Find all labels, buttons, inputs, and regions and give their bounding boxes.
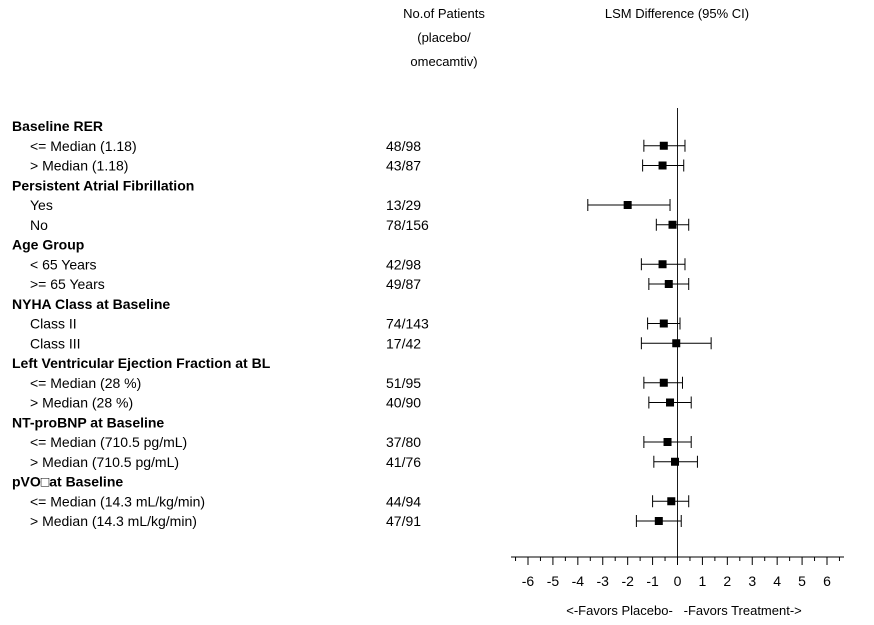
category-label: NYHA Class at Baseline (12, 296, 170, 312)
subgroup-label: > Median (710.5 pg/mL) (30, 454, 179, 470)
category-label: NT-proBNP at Baseline (12, 414, 164, 430)
subgroup-label: >= 65 Years (30, 276, 105, 292)
subgroup-row: Class III 17/42 (30, 335, 712, 351)
patient-count-label: 40/90 (386, 395, 421, 411)
x-tick-label: 4 (773, 573, 781, 589)
subgroup-row: <= Median (14.3 mL/kg/min) 44/94 (30, 493, 690, 509)
subgroup-row: >= 65 Years 49/87 (30, 276, 690, 292)
x-tick-label: 2 (723, 573, 731, 589)
x-axis-label: <-Favors Placebo- -Favors Treatment-> (566, 603, 802, 618)
point-estimate-marker (666, 398, 675, 407)
subgroup-label: No (30, 217, 48, 233)
effect-header: LSM Difference (95% CI) (605, 6, 749, 21)
category-label: Baseline RER (12, 118, 103, 134)
point-estimate-marker (663, 438, 672, 446)
x-tick-label: 1 (699, 573, 707, 589)
patient-count-label: 17/42 (386, 335, 421, 351)
patient-count-label: 13/29 (386, 197, 421, 213)
point-estimate-marker (658, 260, 667, 269)
subgroup-label: > Median (1.18) (30, 158, 128, 174)
subgroup-category: Left Ventricular Ejection Fraction at BL (12, 355, 271, 371)
point-estimate-marker (654, 517, 663, 525)
point-estimate-marker (671, 457, 680, 466)
patient-count-label: 41/76 (386, 454, 421, 470)
subgroup-label: <= Median (710.5 pg/mL) (30, 434, 187, 450)
patient-count-label: 51/95 (386, 375, 421, 391)
x-axis: -6 -5 -4 -3 -2 -1 0 1 2 3 4 5 6 (511, 108, 844, 589)
subgroup-row: < 65 Years 42/98 (30, 256, 686, 272)
patients-header-line-1: No.of Patients (403, 6, 485, 21)
point-estimate-marker (623, 201, 632, 209)
patients-header-line-3: omecamtiv) (410, 54, 477, 69)
x-tick-label: -3 (597, 573, 610, 589)
subgroup-row: > Median (710.5 pg/mL) 41/76 (30, 454, 698, 470)
x-tick-label: -2 (621, 573, 634, 589)
category-label: Age Group (12, 237, 84, 253)
category-label: Persistent Atrial Fibrillation (12, 177, 194, 193)
subgroup-row: <= Median (1.18) 48/98 (30, 138, 686, 154)
patient-count-label: 49/87 (386, 276, 421, 292)
subgroup-category: pVO□at Baseline (12, 474, 123, 490)
x-tick-label: 0 (674, 573, 682, 589)
point-estimate-marker (672, 339, 681, 348)
subgroup-label: <= Median (28 %) (30, 375, 141, 391)
point-estimate-marker (668, 220, 677, 229)
subgroup-category: NYHA Class at Baseline (12, 296, 170, 312)
subgroup-label: Class II (30, 316, 77, 332)
x-tick-label: 6 (823, 573, 831, 589)
patient-count-label: 42/98 (386, 256, 421, 272)
category-label: pVO□at Baseline (12, 474, 123, 490)
x-tick-label: -5 (547, 573, 560, 589)
point-estimate-marker (659, 319, 668, 328)
category-label: Left Ventricular Ejection Fraction at BL (12, 355, 271, 371)
x-tick-label: -1 (646, 573, 659, 589)
subgroup-row: > Median (1.18) 43/87 (30, 158, 685, 174)
point-estimate-marker (658, 161, 667, 170)
point-estimate-marker (659, 141, 668, 150)
subgroup-row: <= Median (28 %) 51/95 (30, 375, 683, 391)
subgroup-category: NT-proBNP at Baseline (12, 414, 164, 430)
subgroup-label: <= Median (1.18) (30, 138, 137, 154)
patient-count-label: 47/91 (386, 513, 421, 529)
point-estimate-marker (667, 497, 676, 506)
patient-count-label: 74/143 (386, 316, 429, 332)
subgroup-row: No 78/156 (30, 217, 690, 233)
subgroup-label: < 65 Years (30, 256, 97, 272)
patients-header-line-2: (placebo/ (417, 30, 471, 45)
subgroup-label: > Median (28 %) (30, 395, 133, 411)
patient-count-label: 37/80 (386, 434, 421, 450)
subgroup-category: Persistent Atrial Fibrillation (12, 177, 194, 193)
patient-count-label: 78/156 (386, 217, 429, 233)
x-tick-label: 3 (748, 573, 756, 589)
subgroup-label: Yes (30, 197, 53, 213)
subgroup-label: > Median (14.3 mL/kg/min) (30, 513, 197, 529)
subgroup-category: Age Group (12, 237, 84, 253)
point-estimate-marker (659, 378, 668, 387)
subgroup-row: > Median (28 %) 40/90 (30, 395, 692, 411)
patient-count-label: 43/87 (386, 158, 421, 174)
subgroup-label: <= Median (14.3 mL/kg/min) (30, 493, 205, 509)
subgroup-row: > Median (14.3 mL/kg/min) 47/91 (30, 513, 682, 529)
x-tick-label: 5 (798, 573, 806, 589)
subgroup-row: Class II 74/143 (30, 316, 681, 332)
x-tick-label: -4 (572, 573, 585, 589)
subgroup-category: Baseline RER (12, 118, 103, 134)
subgroup-row: Yes 13/29 (30, 197, 671, 213)
patient-count-label: 48/98 (386, 138, 421, 154)
x-tick-label: -6 (522, 573, 535, 589)
subgroup-row: <= Median (710.5 pg/mL) 37/80 (30, 434, 692, 450)
subgroup-label: Class III (30, 335, 81, 351)
point-estimate-marker (664, 280, 673, 288)
patient-count-label: 44/94 (386, 493, 421, 509)
forest-rows: Baseline RER <= Median (1.18) 48/98 > Media… (12, 118, 712, 529)
